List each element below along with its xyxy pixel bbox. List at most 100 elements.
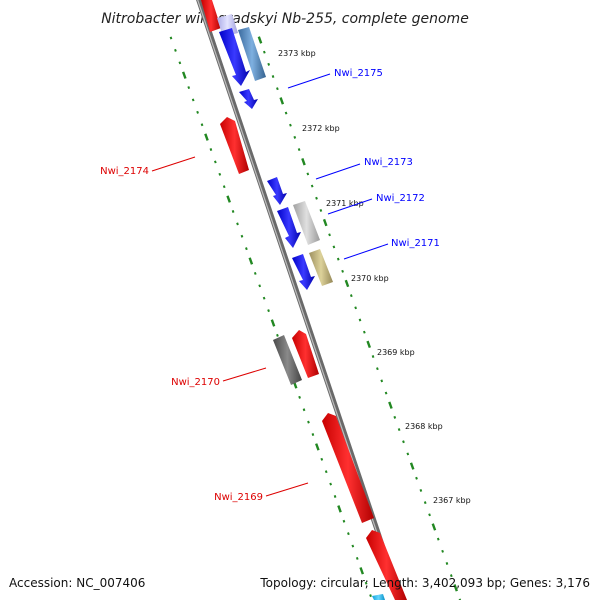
minor-tick <box>363 330 366 334</box>
gene-arrow[interactable] <box>273 335 302 385</box>
tick-label: 2369 kbp <box>377 348 415 357</box>
minor-tick <box>328 233 331 237</box>
major-tick <box>204 133 209 141</box>
minor-tick <box>445 562 449 565</box>
minor-tick <box>419 488 423 492</box>
tick-labels: 2373 kbp 2372 kbp 2371 kbp 2370 kbp 2369… <box>278 49 471 505</box>
minor-tick <box>306 172 310 176</box>
minor-tick <box>402 440 405 444</box>
major-tick <box>344 279 350 288</box>
minor-tick <box>253 271 257 275</box>
minor-tick <box>428 513 431 517</box>
major-tick <box>248 257 254 265</box>
minor-tick <box>332 245 336 249</box>
minor-tick <box>196 110 199 114</box>
genome-backbone <box>196 0 404 600</box>
gene-arrow[interactable] <box>201 0 221 32</box>
gene-arrow[interactable] <box>219 28 250 86</box>
minor-tick <box>319 208 323 212</box>
minor-tick <box>178 61 182 65</box>
minor-tick <box>293 135 297 139</box>
map-title: Nitrobacter winogradskyi Nb-255, complet… <box>101 11 469 27</box>
gene-arrow[interactable] <box>292 330 319 378</box>
tick-label: 2371 kbp <box>326 199 364 208</box>
gene-label-nwi-2173[interactable]: Nwi_2173 <box>364 157 413 168</box>
gene-arrow[interactable] <box>372 594 385 600</box>
minor-tick <box>393 415 397 419</box>
minor-tick <box>271 75 275 78</box>
minor-tick <box>415 476 418 480</box>
scale-tracks <box>169 36 462 600</box>
gene-label-nwi-2171[interactable]: Nwi_2171 <box>391 238 440 249</box>
gene-label-nwi-2172[interactable]: Nwi_2172 <box>376 193 425 204</box>
leader-line <box>327 198 373 215</box>
minor-tick <box>258 284 262 288</box>
gene-arrow[interactable] <box>366 530 407 600</box>
minor-tick <box>441 549 444 553</box>
minor-tick <box>276 87 279 91</box>
major-tick <box>270 319 276 327</box>
genome-summary-text: Topology: circular; Length: 3,402,093 bp… <box>260 576 590 590</box>
tick-label: 2370 kbp <box>351 274 389 283</box>
leader-line <box>343 243 389 260</box>
major-tick <box>315 443 320 451</box>
minor-tick <box>423 501 427 505</box>
minor-tick <box>364 581 368 585</box>
gene-arrow[interactable] <box>239 89 258 109</box>
gene-label-nwi-2175[interactable]: Nwi_2175 <box>334 68 383 79</box>
major-tick <box>409 462 415 470</box>
major-tick <box>337 505 342 513</box>
major-tick <box>366 340 372 349</box>
gene-arrow[interactable] <box>309 249 333 286</box>
minor-tick <box>406 452 410 456</box>
minor-tick <box>263 50 266 54</box>
gene-label-nwi-2174[interactable]: Nwi_2174 <box>100 166 149 177</box>
gene-label-nwi-2170[interactable]: Nwi_2170 <box>171 377 220 388</box>
gene-arrow[interactable] <box>292 254 315 290</box>
major-tick <box>388 401 393 409</box>
minor-tick <box>351 544 355 548</box>
minor-tick <box>191 98 195 102</box>
tick-label: 2368 kbp <box>405 422 443 431</box>
minor-tick <box>302 408 306 412</box>
major-tick <box>359 567 365 575</box>
minor-tick <box>231 210 235 213</box>
minor-tick <box>369 594 372 598</box>
gene-arrow[interactable] <box>293 201 320 245</box>
gene-arrow[interactable] <box>277 207 301 248</box>
tick-label: 2373 kbp <box>278 49 316 58</box>
major-tick <box>257 36 263 44</box>
minor-tick <box>329 482 332 486</box>
minor-tick <box>284 111 288 115</box>
gene-arrow[interactable] <box>220 117 249 174</box>
minor-tick <box>218 172 222 176</box>
leader-line <box>151 156 196 172</box>
leader-line <box>265 482 309 497</box>
gene-label-nwi-2169[interactable]: Nwi_2169 <box>214 492 263 503</box>
minor-tick <box>384 391 388 395</box>
minor-tick <box>298 395 301 399</box>
minor-tick <box>380 379 384 383</box>
gene-arrow[interactable] <box>322 413 374 523</box>
minor-tick <box>355 556 359 560</box>
gene-arrow[interactable] <box>267 177 287 205</box>
minor-tick <box>333 495 337 498</box>
minor-tick <box>307 420 310 424</box>
minor-tick <box>371 355 375 358</box>
gene-features <box>201 0 407 600</box>
minor-tick <box>267 62 271 66</box>
major-tick <box>181 71 187 79</box>
minor-tick <box>315 196 318 200</box>
accession-text: Accession: NC_007406 <box>9 576 146 590</box>
minor-tick <box>347 532 350 536</box>
minor-tick <box>436 537 440 541</box>
tick-label: 2367 kbp <box>433 496 471 505</box>
minor-tick <box>349 294 353 298</box>
minor-tick <box>458 598 462 600</box>
minor-tick <box>200 123 204 127</box>
minor-tick <box>449 574 453 578</box>
major-tick <box>301 158 306 166</box>
gene-arrow[interactable] <box>238 27 266 81</box>
minor-tick <box>169 36 173 40</box>
